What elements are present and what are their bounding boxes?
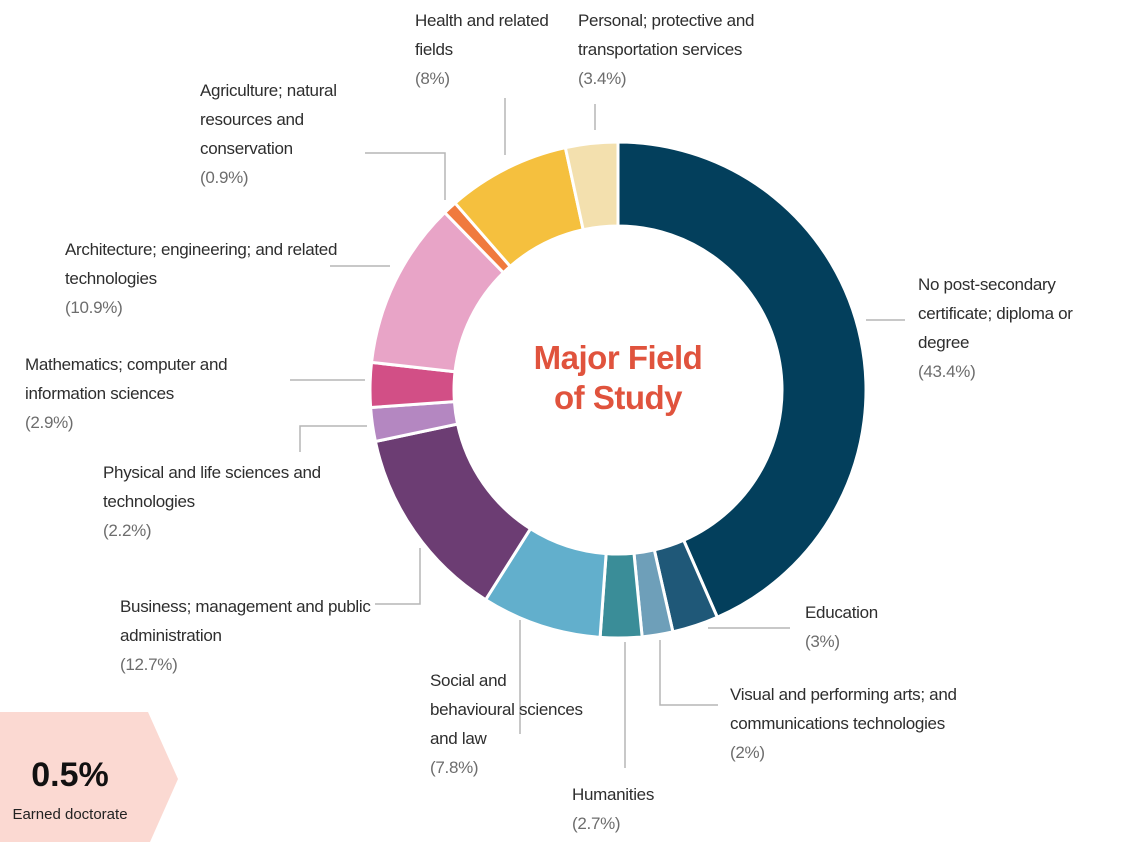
- value-label: (2%): [730, 743, 765, 762]
- segment-label: Business; management and public administ…: [120, 592, 390, 679]
- category-name: Social and behavioural sciences and law: [430, 671, 583, 748]
- segment-label: Mathematics; computer and information sc…: [25, 350, 305, 437]
- category-name: Agriculture; natural resources and conse…: [200, 81, 337, 158]
- value-label: (8%): [415, 69, 450, 88]
- value-label: (2.2%): [103, 521, 152, 540]
- badge-value: 0.5%: [31, 756, 109, 794]
- segment-label: Social and behavioural sciences and law (…: [430, 666, 590, 782]
- category-name: No post-secondary certificate; diploma o…: [918, 275, 1073, 352]
- badge-label: Earned doctorate: [12, 806, 128, 823]
- category-name: Business; management and public administ…: [120, 597, 371, 645]
- category-name: Architecture; engineering; and related t…: [65, 240, 338, 288]
- value-label: (0.9%): [200, 168, 249, 187]
- category-name: Personal; protective and transportation …: [578, 11, 755, 59]
- leader-line: [299, 425, 367, 452]
- segment-label: Architecture; engineering; and related t…: [65, 235, 355, 322]
- chart-title: Major Field of Study: [533, 339, 703, 416]
- segment-label: Education (3%): [805, 598, 925, 656]
- category-name: Humanities: [572, 785, 655, 804]
- value-label: (7.8%): [430, 758, 479, 777]
- donut-segment: [563, 140, 620, 232]
- category-name: Education: [805, 603, 878, 622]
- value-label: (2.9%): [25, 413, 74, 432]
- segment-label: No post-secondary certificate; diploma o…: [918, 270, 1128, 386]
- leader-line: [365, 152, 446, 200]
- value-label: (12.7%): [120, 655, 178, 674]
- segment-label: Personal; protective and transportation …: [578, 6, 838, 93]
- segment-label: Humanities (2.7%): [572, 780, 702, 838]
- segment-label: Agriculture; natural resources and conse…: [200, 76, 390, 192]
- value-label: (3.4%): [578, 69, 627, 88]
- category-name: Visual and performing arts; and communic…: [730, 685, 957, 733]
- value-label: (43.4%): [918, 362, 976, 381]
- segment-label: Visual and performing arts; and communic…: [730, 680, 1030, 767]
- value-label: (3%): [805, 632, 840, 651]
- category-name: Mathematics; computer and information sc…: [25, 355, 228, 403]
- category-name: Physical and life sciences and technolog…: [103, 463, 321, 511]
- leader-line: [375, 548, 421, 605]
- segment-label: Health and related fields (8%): [415, 6, 555, 93]
- leader-line: [659, 640, 718, 706]
- value-label: (2.7%): [572, 814, 621, 833]
- category-name: Health and related fields: [415, 11, 549, 59]
- donut-segment: [616, 140, 868, 620]
- value-label: (10.9%): [65, 298, 123, 317]
- segment-label: Physical and life sciences and technolog…: [103, 458, 373, 545]
- badge-shape: [0, 712, 178, 842]
